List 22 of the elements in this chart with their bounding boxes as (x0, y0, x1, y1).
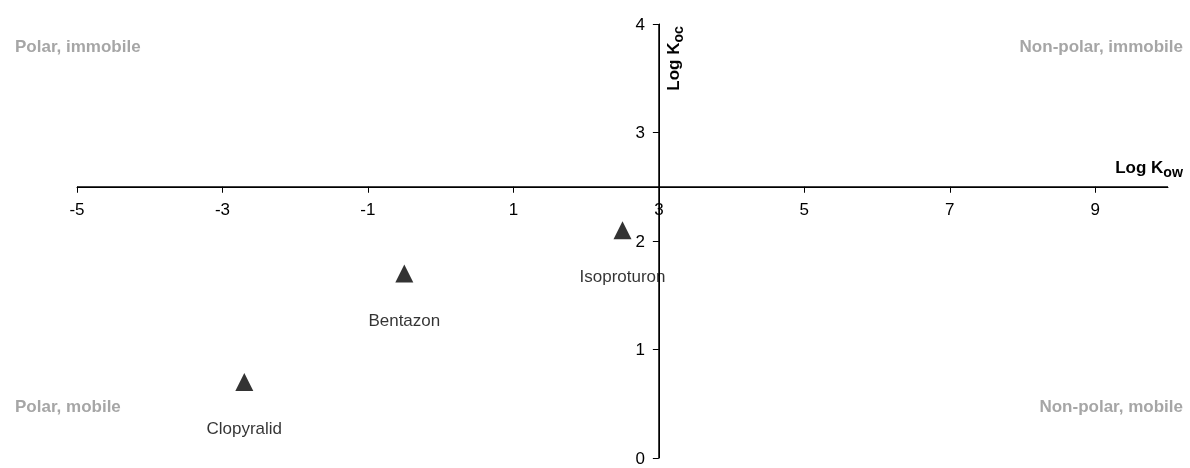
point (235, 373, 254, 392)
x-tick-label: 7 (945, 199, 955, 219)
annotation: Clopyralid (206, 419, 283, 439)
x-tick-label: -3 (214, 199, 231, 219)
annotation: Non-polar, immobile (1019, 36, 1183, 56)
x-tick-label: 1 (508, 199, 519, 219)
x-tick-label: -5 (69, 199, 85, 219)
x-tick-label: -1 (360, 199, 376, 219)
point (395, 264, 414, 283)
x-tick-label: 5 (799, 199, 810, 219)
y-tick-label: 2 (635, 231, 645, 251)
annotation: Polar, mobile (15, 396, 121, 416)
y-tick-label: 0 (635, 448, 645, 468)
point (613, 221, 632, 240)
annotation: Non-polar, mobile (1039, 396, 1183, 416)
annotation: Polar, immobile (15, 36, 141, 56)
x-axis-title: Log K$_{ow}$ (1115, 157, 1183, 181)
y-tick-label: 4 (635, 14, 645, 34)
y-tick-label: 3 (635, 123, 645, 142)
x-tick-label: 9 (1090, 199, 1100, 219)
y-tick-label: 1 (635, 340, 645, 359)
annotation: Bentazon (368, 310, 441, 330)
